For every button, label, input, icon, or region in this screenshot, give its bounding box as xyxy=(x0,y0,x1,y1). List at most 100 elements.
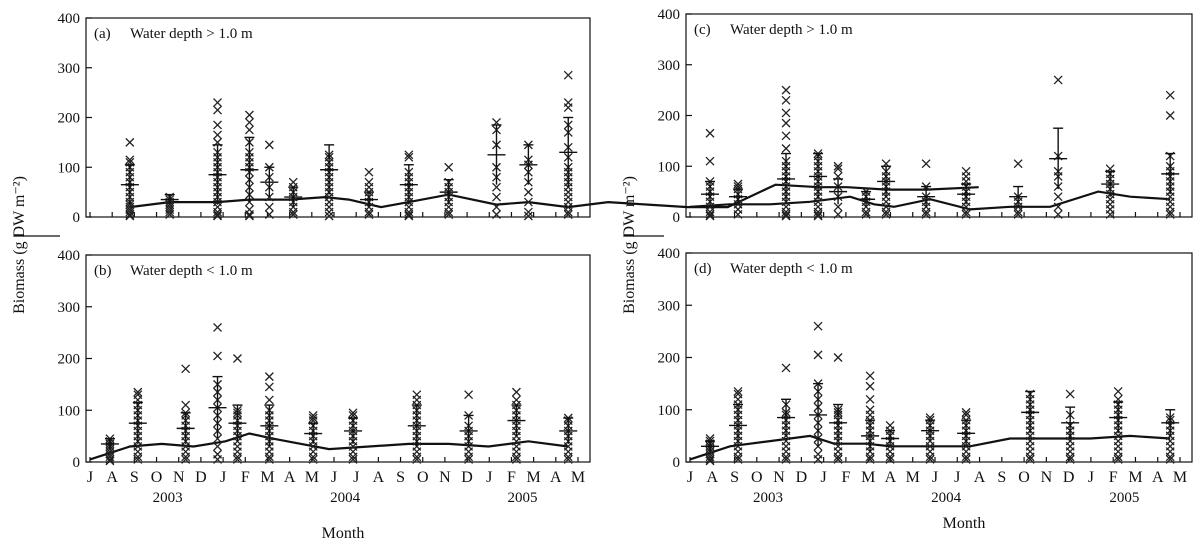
data-point xyxy=(705,456,715,466)
data-point xyxy=(1105,210,1115,219)
data-point xyxy=(412,452,422,462)
error-bar xyxy=(459,414,478,447)
x-tick-label: A xyxy=(885,469,897,486)
data-point xyxy=(348,408,358,418)
data-point xyxy=(181,400,191,410)
error-bar xyxy=(304,422,323,444)
data-point xyxy=(324,207,334,217)
y-tick-label: 200 xyxy=(658,109,681,125)
error-bar xyxy=(519,144,538,185)
data-point xyxy=(125,207,135,217)
error-bar xyxy=(260,166,279,198)
data-point xyxy=(125,210,135,219)
data-point xyxy=(1053,192,1063,202)
data-point xyxy=(925,454,935,464)
data-point xyxy=(563,70,573,80)
error-bar xyxy=(559,417,578,444)
x-tick-label: A xyxy=(106,469,118,486)
data-point xyxy=(961,407,971,417)
data-point xyxy=(1113,452,1123,462)
x-tick-label: D xyxy=(796,469,808,486)
error-bar xyxy=(701,440,720,452)
x-tick-label: N xyxy=(173,469,185,486)
y-tick-label: 0 xyxy=(73,210,81,226)
data-point xyxy=(404,211,414,221)
data-point xyxy=(961,210,971,219)
data-point xyxy=(125,211,135,221)
y-tick-label: 300 xyxy=(658,58,681,74)
x-axis-label-right: Month xyxy=(943,515,986,532)
y-tick-label: 300 xyxy=(658,298,681,314)
error-bar xyxy=(729,188,748,205)
data-point xyxy=(264,452,274,462)
data-point xyxy=(308,454,318,464)
data-point xyxy=(444,207,454,217)
data-point xyxy=(833,454,843,464)
x-tick-label: J xyxy=(932,469,938,486)
data-point xyxy=(1113,387,1123,396)
data-point xyxy=(813,350,823,360)
y-tick-label: 200 xyxy=(658,351,681,367)
data-point xyxy=(833,161,843,171)
data-point xyxy=(404,150,414,160)
data-point xyxy=(1065,389,1075,399)
data-point xyxy=(781,144,791,153)
x-tick-label: J xyxy=(821,469,827,486)
data-point xyxy=(288,207,298,217)
error-bar xyxy=(260,404,279,447)
year-label: 2003 xyxy=(753,490,783,506)
data-point xyxy=(781,85,791,95)
data-point xyxy=(264,454,274,464)
y-tick-label: 400 xyxy=(658,246,681,262)
data-point xyxy=(444,210,454,219)
data-point xyxy=(563,207,573,217)
data-point xyxy=(781,118,791,128)
x-tick-label: M xyxy=(571,469,585,486)
data-point xyxy=(961,454,971,464)
year-label: 2005 xyxy=(508,490,538,506)
x-tick-label: A xyxy=(1152,469,1164,486)
data-point xyxy=(865,394,875,404)
plot-frame xyxy=(685,13,1193,218)
data-point xyxy=(1065,454,1075,464)
error-bar xyxy=(829,178,848,205)
data-point xyxy=(781,363,791,373)
data-point xyxy=(813,454,823,464)
data-point xyxy=(833,353,843,362)
y-tick-label: 100 xyxy=(58,403,81,419)
data-point xyxy=(125,137,135,147)
year-label: 2005 xyxy=(1109,490,1139,506)
error-bar xyxy=(1021,390,1040,434)
data-point xyxy=(921,207,931,217)
y-tick-label: 400 xyxy=(658,7,681,23)
data-point xyxy=(1165,207,1175,217)
data-point xyxy=(833,452,843,462)
y-tick-label: 100 xyxy=(58,160,81,176)
data-point xyxy=(264,202,274,212)
data-point xyxy=(733,387,743,396)
x-tick-label: F xyxy=(507,469,516,486)
data-point xyxy=(733,454,743,464)
data-point xyxy=(213,207,222,217)
data-point xyxy=(213,351,222,361)
panel-title: Water depth < 1.0 m xyxy=(730,261,853,277)
data-point xyxy=(1053,75,1063,85)
data-point xyxy=(1013,207,1023,217)
x-tick-label: M xyxy=(305,469,319,486)
data-point xyxy=(412,454,422,464)
error-bar xyxy=(128,401,147,444)
y-tick-label: 0 xyxy=(673,455,681,471)
data-point xyxy=(781,207,791,217)
data-point xyxy=(705,211,715,221)
data-point xyxy=(264,210,274,219)
error-bar xyxy=(487,124,506,185)
data-point xyxy=(813,211,823,221)
data-point xyxy=(364,207,374,217)
data-point xyxy=(961,452,971,462)
x-tick-label: M xyxy=(906,469,920,486)
error-bar xyxy=(507,404,526,437)
data-point xyxy=(244,125,254,135)
data-point xyxy=(288,210,298,219)
data-point xyxy=(813,210,823,219)
x-tick-label: J xyxy=(87,469,93,486)
